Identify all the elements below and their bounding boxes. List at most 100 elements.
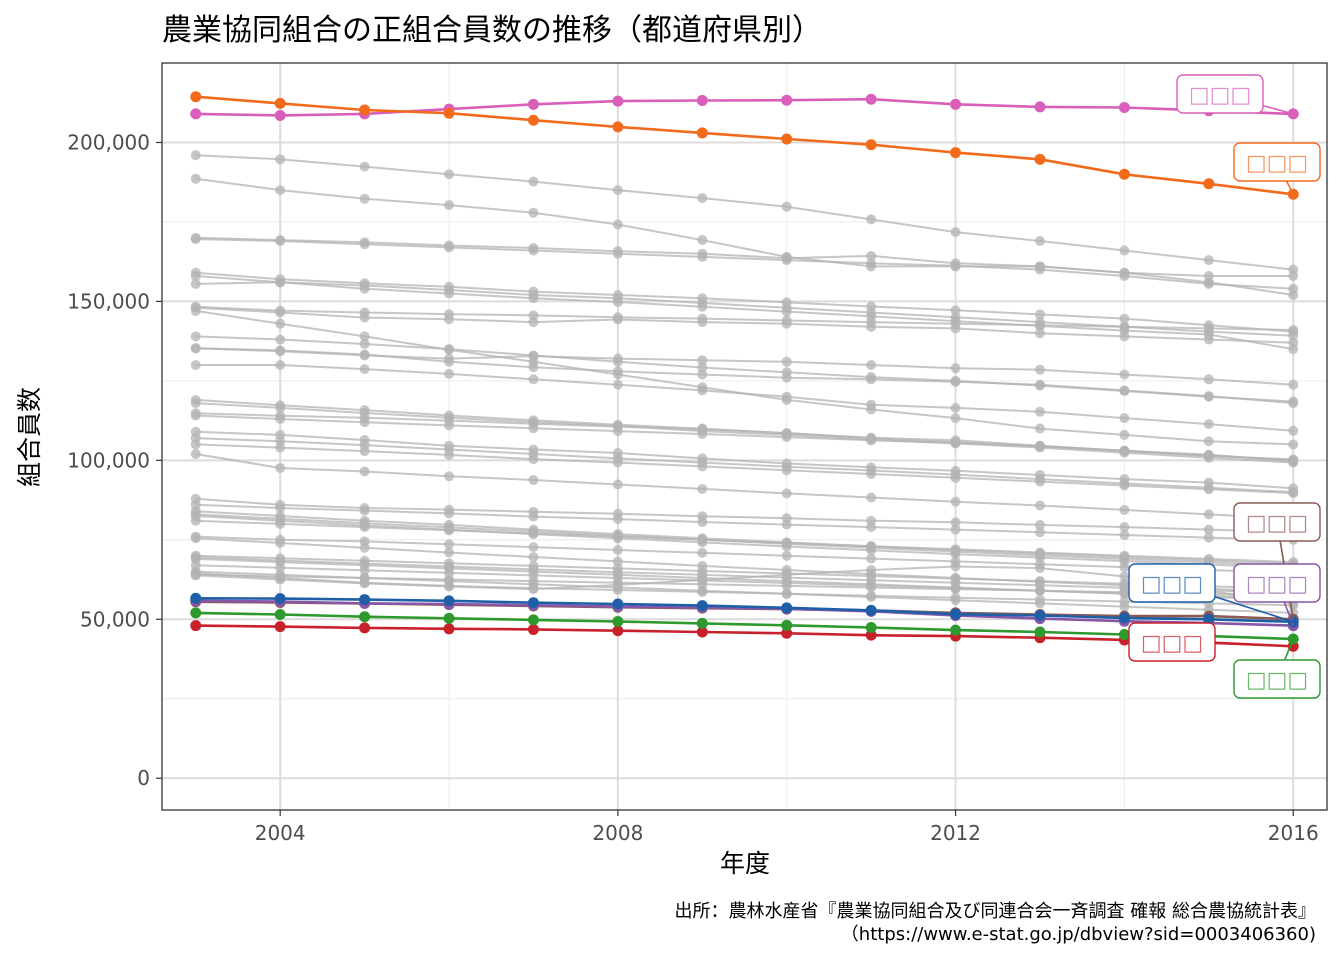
- background-series-point: [275, 334, 286, 345]
- end-label-text: □□□: [1141, 572, 1203, 597]
- background-series-point: [528, 176, 539, 187]
- background-series-point: [528, 511, 539, 522]
- highlight-series-point: [274, 109, 286, 121]
- background-series-point: [1034, 236, 1045, 247]
- background-series-point: [444, 368, 455, 379]
- highlight-series-point: [274, 97, 286, 109]
- highlight-series-point: [1034, 626, 1046, 638]
- end-label-text: □□□: [1141, 631, 1203, 656]
- highlight-series-point: [274, 609, 286, 621]
- background-series-point: [1034, 441, 1045, 452]
- background-series-point: [359, 466, 370, 477]
- highlight-series-line: [195, 95, 1294, 196]
- highlight-series-point: [527, 614, 539, 626]
- background-series-point: [190, 533, 201, 544]
- background-series-point: [444, 581, 455, 592]
- background-series-point: [190, 570, 201, 581]
- end-label-text: □□□: [1246, 668, 1308, 693]
- background-series-point: [1119, 587, 1130, 598]
- highlight-series-line: [195, 599, 1294, 627]
- background-series-point: [275, 402, 286, 413]
- highlight-series-point: [190, 620, 202, 632]
- highlight-series-point: [359, 611, 371, 623]
- background-series-point: [359, 417, 370, 428]
- highlight-series-line: [195, 624, 1294, 648]
- background-series-line: [195, 305, 1294, 331]
- background-series-line: [195, 565, 1294, 605]
- end-label-box: [1233, 142, 1321, 182]
- background-series-line: [195, 537, 1294, 594]
- background-series-point: [359, 331, 370, 342]
- background-series-point: [1203, 484, 1214, 495]
- background-series-point: [1119, 313, 1130, 324]
- y-tick-label: 50,000: [80, 607, 150, 631]
- background-series-point: [612, 544, 623, 555]
- background-series-point: [697, 483, 708, 494]
- background-series-point: [950, 260, 961, 271]
- highlight-series-point: [865, 622, 877, 634]
- background-series-point: [1203, 449, 1214, 460]
- highlight-series-point: [527, 623, 539, 635]
- background-series-point: [950, 402, 961, 413]
- background-series-point: [950, 363, 961, 374]
- background-series-point: [697, 534, 708, 545]
- background-series-point: [1034, 379, 1045, 390]
- background-series-point: [1119, 385, 1130, 396]
- background-series-point: [190, 343, 201, 354]
- highlight-series-line: [195, 596, 1294, 624]
- background-series-point: [697, 355, 708, 366]
- background-series-point: [781, 519, 792, 530]
- background-series-point: [1034, 527, 1045, 538]
- background-series-point: [866, 590, 877, 601]
- background-series-point: [190, 439, 201, 450]
- background-series-point: [359, 307, 370, 318]
- background-series-point: [275, 518, 286, 529]
- background-series-point: [1119, 522, 1130, 533]
- end-labels-group: □□□ □□□ □□□ □□□ □□□ □□□ □□□: [1128, 74, 1321, 699]
- highlight-series-point: [190, 607, 202, 619]
- background-series-point: [950, 227, 961, 238]
- background-series-point: [612, 185, 623, 196]
- highlight-series-point: [781, 627, 793, 639]
- background-series-point: [275, 462, 286, 473]
- background-series-point: [528, 310, 539, 321]
- y-tick-label: 0: [137, 766, 150, 790]
- background-series-line: [195, 154, 1294, 271]
- highlight-series-point: [274, 621, 286, 633]
- background-series-point: [275, 236, 286, 247]
- background-series-point: [866, 582, 877, 593]
- background-series-group: [190, 150, 1299, 618]
- background-series-point: [359, 364, 370, 375]
- highlight-series-point: [781, 94, 793, 106]
- background-series-point: [1203, 255, 1214, 266]
- background-series-point: [781, 356, 792, 367]
- background-series-point: [359, 161, 370, 172]
- background-series-point: [1203, 553, 1214, 564]
- background-series-point: [275, 562, 286, 573]
- background-series-point: [275, 346, 286, 357]
- background-series-point: [528, 551, 539, 562]
- end-label-box: [1128, 622, 1216, 662]
- x-tick-label: 2008: [592, 821, 643, 845]
- background-series-line: [195, 238, 1294, 290]
- background-series-point: [444, 309, 455, 320]
- background-series-point: [697, 297, 708, 308]
- background-series-point: [275, 185, 286, 196]
- background-series-point: [444, 353, 455, 364]
- background-series-point: [781, 315, 792, 326]
- background-series-line: [195, 535, 1294, 574]
- highlight-series-point: [865, 93, 877, 105]
- highlight-series-point: [359, 104, 371, 116]
- highlight-series-line: [195, 611, 1294, 641]
- x-tick-label: 2016: [1268, 821, 1319, 845]
- background-series-point: [781, 537, 792, 548]
- highlight-series-point: [527, 114, 539, 126]
- background-series-point: [528, 351, 539, 362]
- background-series-point: [275, 359, 286, 370]
- background-series-point: [359, 338, 370, 349]
- background-series-point: [866, 553, 877, 564]
- y-tick-label: 100,000: [67, 448, 150, 472]
- background-series-point: [950, 437, 961, 448]
- end-label-text: □□□: [1246, 511, 1308, 536]
- background-series-point: [1288, 398, 1299, 409]
